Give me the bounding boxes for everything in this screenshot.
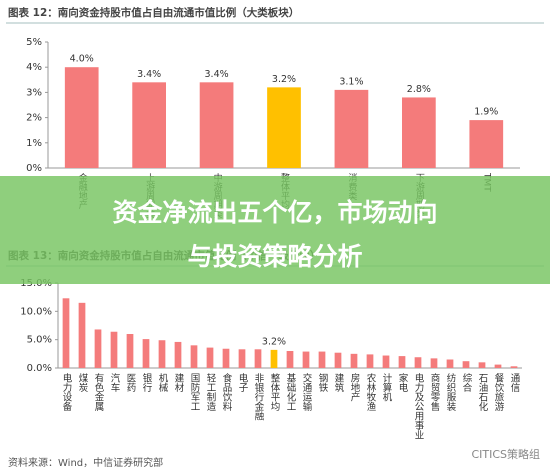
x-tick-label: 商贸零售 — [429, 372, 441, 412]
bar — [110, 331, 118, 368]
x-tick-label: 家电 — [397, 372, 409, 392]
x-tick-label: 有色金属 — [93, 372, 105, 412]
y-tick-label: 5.0% — [27, 335, 52, 346]
bar — [94, 329, 102, 368]
value-label: 3.4% — [137, 69, 161, 80]
bar — [462, 361, 470, 368]
value-label: 1.9% — [474, 107, 498, 118]
y-tick-label: 10.0% — [20, 306, 52, 317]
bar — [469, 120, 504, 168]
x-tick-label: 汽车 — [109, 372, 121, 393]
x-tick-label: 电子 — [237, 372, 249, 392]
chart-title: 图表 12：南向资金持股市值占自由流通市值比例（大类板块） — [8, 6, 299, 19]
y-tick-label: 0.0% — [27, 363, 52, 374]
y-tick-label: 1% — [26, 138, 42, 149]
banner — [0, 176, 550, 284]
value-label: 2.8% — [407, 84, 431, 95]
bar — [158, 340, 166, 368]
bar — [206, 347, 214, 368]
x-tick-label: 整体平均 — [269, 372, 281, 412]
y-tick-label: 4% — [26, 62, 42, 73]
x-tick-label: 纺织服装 — [445, 372, 457, 412]
bar — [238, 349, 246, 368]
bar — [334, 89, 369, 168]
value-label: 3.2% — [272, 74, 296, 85]
value-label: 4.0% — [70, 54, 94, 65]
bar — [350, 353, 358, 368]
bar — [402, 97, 436, 168]
banner-line: 与投资策略分析 — [187, 242, 362, 271]
y-tick-label: 0% — [26, 163, 42, 174]
x-tick-label: 食品饮料 — [221, 372, 233, 412]
y-tick-label: 2% — [26, 113, 42, 124]
value-label: 3.1% — [339, 76, 363, 87]
bar — [64, 67, 99, 168]
bar — [382, 355, 390, 368]
bar — [286, 351, 294, 368]
bar — [174, 341, 182, 368]
bar — [142, 339, 150, 368]
bar — [132, 82, 166, 168]
bar — [334, 352, 342, 368]
x-tick-label: 机械 — [157, 372, 169, 393]
bar — [270, 349, 278, 368]
banner-line: 资金净流出五个亿，市场动向 — [112, 198, 437, 227]
x-tick-label: 银行 — [141, 372, 153, 393]
bar — [78, 302, 86, 368]
bar — [510, 366, 518, 368]
x-tick-label: 煤炭 — [77, 372, 89, 393]
bar — [446, 359, 454, 368]
bar — [302, 351, 310, 368]
x-tick-label: 交通运输 — [301, 372, 313, 412]
x-tick-label: 基础化工 — [285, 372, 297, 411]
y-tick-label: 5% — [26, 37, 42, 48]
bar — [222, 348, 230, 368]
x-tick-label: 电力设备 — [61, 372, 73, 412]
bar — [366, 354, 374, 368]
x-tick-label: 建材 — [173, 372, 185, 392]
value-label: 3.4% — [205, 69, 229, 80]
bar — [254, 349, 262, 368]
x-tick-label: 国防军工 — [189, 373, 201, 411]
x-tick-label: 石油石化 — [477, 373, 489, 412]
x-tick-label: 电力及公用事业 — [413, 372, 425, 439]
bar — [267, 87, 301, 168]
x-tick-label: 农林牧渔 — [365, 372, 377, 411]
x-tick-label: 房地产 — [349, 372, 361, 402]
x-tick-label: 医药 — [125, 373, 137, 393]
bar — [414, 357, 422, 368]
watermark: CITICS策略组 — [471, 447, 540, 461]
bar — [318, 351, 326, 368]
bar — [478, 362, 486, 368]
bar — [62, 298, 70, 368]
bar — [190, 345, 198, 368]
value-label: 3.2% — [262, 336, 286, 347]
bar — [398, 356, 406, 368]
bar — [199, 82, 234, 168]
x-tick-label: 非银行金融 — [253, 372, 265, 421]
source: 资料来源：Wind，中信证券研究部 — [8, 456, 163, 469]
bar — [126, 334, 134, 368]
x-tick-label: 通信 — [509, 373, 521, 393]
x-tick-label: 计算机 — [381, 372, 393, 402]
x-tick-label: 建筑 — [333, 372, 345, 393]
bar — [494, 364, 502, 368]
x-tick-label: 钢铁 — [317, 372, 329, 393]
x-tick-label: 轻工制造 — [205, 372, 217, 412]
y-tick-label: 3% — [26, 87, 42, 98]
bar — [430, 358, 438, 368]
x-tick-label: 综合 — [461, 372, 473, 393]
x-tick-label: 餐饮旅游 — [493, 372, 505, 412]
